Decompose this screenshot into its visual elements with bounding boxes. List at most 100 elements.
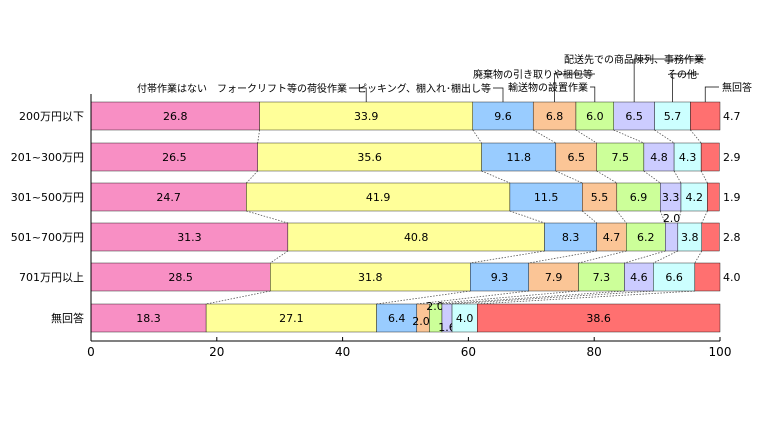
bar-segment xyxy=(270,262,471,292)
bar-segment xyxy=(596,222,627,252)
data-label: 6.4 xyxy=(388,312,406,325)
bar-segment xyxy=(472,101,534,131)
legend-label: ピッキング、棚入れ･棚出し等 xyxy=(357,82,491,95)
data-label: 4.7 xyxy=(603,231,621,244)
bar-segment xyxy=(701,222,720,252)
data-label: 7.3 xyxy=(593,271,611,284)
bar-segment xyxy=(613,101,655,131)
legend-leader-line xyxy=(554,73,595,102)
data-label: 35.6 xyxy=(357,151,382,164)
x-axis: 0 20 40 60 80 100 xyxy=(87,94,731,359)
connector-line xyxy=(452,290,654,305)
segment-connectors xyxy=(206,129,708,305)
data-label: 1.6 xyxy=(438,321,456,334)
category-label: 701万円以上 xyxy=(19,271,84,284)
data-label: 40.8 xyxy=(404,231,429,244)
data-label: 4.3 xyxy=(679,151,697,164)
connector-line xyxy=(616,210,627,224)
connector-line xyxy=(528,250,597,264)
bar-segment xyxy=(690,101,721,131)
connector-line xyxy=(477,290,695,305)
connector-line xyxy=(624,250,666,264)
connector-line xyxy=(677,210,682,224)
bar-segment xyxy=(509,182,583,212)
bar-segment xyxy=(616,182,661,212)
x-tick-label: 0 xyxy=(87,345,95,359)
connector-line xyxy=(613,129,645,144)
data-label: 31.3 xyxy=(177,231,202,244)
legend-label: 付帯作業はない xyxy=(137,82,207,95)
legend-leader-line xyxy=(704,86,719,102)
legend-callouts: 付帯作業はない フォークリフト等の荷役作業 ピッキング、棚入れ･棚出し等廃棄物の引き… xyxy=(137,53,752,102)
data-label: 8.3 xyxy=(562,231,580,244)
data-label: 11.8 xyxy=(506,151,531,164)
data-label: 5.7 xyxy=(664,110,682,123)
bar-segment xyxy=(477,303,721,333)
legend-leader-line xyxy=(633,58,706,102)
legend-label: 無回答 xyxy=(722,81,752,94)
connector-line xyxy=(700,170,708,184)
bar-segment xyxy=(626,222,666,252)
connector-line xyxy=(659,210,666,224)
x-tick-label: 60 xyxy=(461,345,476,359)
bar-segment xyxy=(575,101,614,131)
data-label: 4.2 xyxy=(685,191,703,204)
data-label: 6.9 xyxy=(630,191,648,204)
connector-line xyxy=(673,170,682,184)
data-label: 6.0 xyxy=(586,110,604,123)
bar-segment xyxy=(528,262,579,292)
connector-line xyxy=(206,290,271,305)
x-tick-label: 100 xyxy=(709,345,732,359)
data-label: 33.9 xyxy=(354,110,379,123)
data-label: 24.7 xyxy=(156,191,181,204)
bar-segment xyxy=(481,142,557,172)
connector-line xyxy=(246,170,258,184)
legend-label: フォークリフト等の荷役作業 xyxy=(217,82,347,95)
connector-line xyxy=(690,129,702,144)
connector-line xyxy=(257,129,260,144)
category-label: 301~500万円 xyxy=(11,191,84,204)
connector-line xyxy=(472,129,482,144)
legend-label: 廃棄物の引き取りや梱包等 xyxy=(473,68,593,81)
bar-segment xyxy=(532,101,577,131)
bar-segment xyxy=(596,142,645,172)
data-label: 6.5 xyxy=(568,151,586,164)
bar-segment xyxy=(470,262,529,292)
bar-segment xyxy=(555,142,597,172)
connector-line xyxy=(246,210,288,224)
data-label: 6.6 xyxy=(665,271,683,284)
data-label: 4.6 xyxy=(630,271,648,284)
bar-segment xyxy=(665,222,679,252)
bar-segment xyxy=(578,262,625,292)
bar-segment xyxy=(654,101,691,131)
data-label: 4.0 xyxy=(456,312,474,325)
connector-line xyxy=(532,129,557,144)
category-label: 無回答 xyxy=(51,311,84,325)
data-label: 2.9 xyxy=(723,151,741,164)
connector-line xyxy=(701,210,708,224)
connector-line xyxy=(694,250,703,264)
connector-line xyxy=(653,250,679,264)
connector-line xyxy=(509,210,545,224)
x-tick-label: 80 xyxy=(587,345,602,359)
connector-line xyxy=(481,170,511,184)
data-label: 7.9 xyxy=(545,271,563,284)
bar-segment xyxy=(451,303,478,333)
data-label: 4.7 xyxy=(723,110,741,123)
bars: 200万円以下 26.8 33.9 9.6 6.8 6.0 6.5 5.7 4.7 201~300… xyxy=(11,101,741,334)
connector-line xyxy=(470,250,545,264)
category-label: 201~300万円 xyxy=(11,151,84,164)
connector-line xyxy=(575,129,597,144)
category-label: 501~700万円 xyxy=(11,231,84,244)
data-label: 5.5 xyxy=(591,191,609,204)
bar-segment xyxy=(90,222,289,252)
data-label: 2.0 xyxy=(412,315,430,328)
data-label: 2.0 xyxy=(426,300,444,313)
connector-line xyxy=(654,129,675,144)
bar-segment xyxy=(624,262,654,292)
bar-segment xyxy=(90,303,207,333)
bar-segment xyxy=(544,222,597,252)
legend-label: その他 xyxy=(667,68,697,81)
data-label: 41.9 xyxy=(366,191,391,204)
